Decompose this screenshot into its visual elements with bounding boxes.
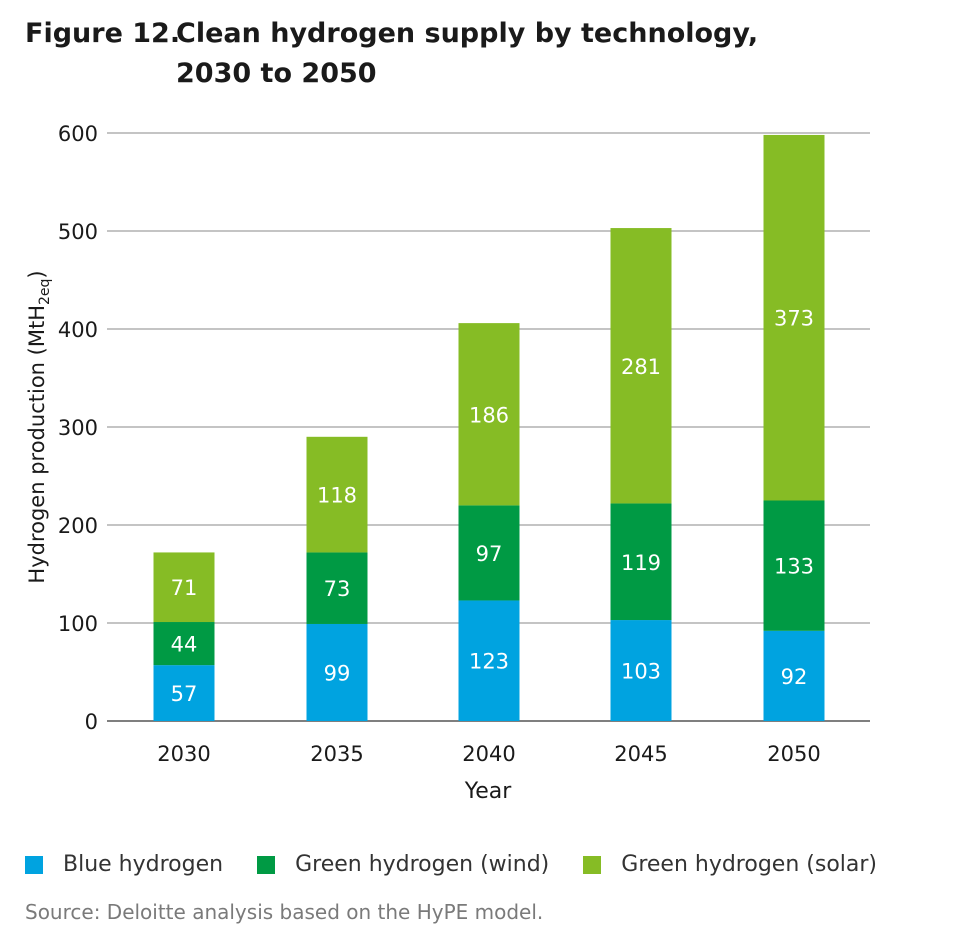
bar-segment <box>610 228 672 504</box>
bar-segment <box>306 623 368 721</box>
bar-segment <box>153 622 215 666</box>
data-label: 186 <box>469 403 509 427</box>
y-tick-label: 0 <box>85 710 98 734</box>
bar-segment <box>153 665 215 721</box>
y-axis-label: Hydrogen production (MtH2eq) <box>25 270 53 583</box>
legend-item-blue: Blue hydrogen <box>25 852 223 877</box>
bar-segment <box>458 505 520 601</box>
legend-swatch-wind <box>257 855 276 874</box>
bar-segment <box>306 552 368 624</box>
figure-title-line-2: 2030 to 2050 <box>176 58 377 89</box>
data-label: 123 <box>469 650 509 674</box>
data-label: 118 <box>317 484 357 508</box>
data-label: 99 <box>324 661 351 685</box>
data-label: 44 <box>171 633 198 657</box>
x-tick-label: 2030 <box>157 742 210 766</box>
data-label: 133 <box>774 555 814 579</box>
x-tick-label: 2040 <box>462 742 515 766</box>
x-tick-label: 2045 <box>614 742 667 766</box>
legend-label-wind: Green hydrogen (wind) <box>295 852 550 877</box>
legend-item-wind: Green hydrogen (wind) <box>257 852 549 877</box>
y-tick-label: 600 <box>58 122 98 146</box>
data-label: 57 <box>171 682 198 706</box>
y-tick-label: 300 <box>58 416 98 440</box>
data-label: 119 <box>621 551 661 575</box>
data-label: 103 <box>621 660 661 684</box>
y-axis-label-subscript: 2eq <box>37 279 53 305</box>
data-label: 71 <box>171 576 198 600</box>
stacked-bar-chart: 0 100 200 300 400 500 600 57 44 71 99 73 118 123 97 18… <box>25 122 870 804</box>
bar-segment <box>306 436 368 553</box>
legend-item-solar: Green hydrogen (solar) <box>583 852 877 877</box>
x-tick-label: 2050 <box>767 742 820 766</box>
bars: 57 44 71 99 73 118 123 97 186 103 119 281 92 133 373 <box>153 134 825 721</box>
data-label: 92 <box>781 665 808 689</box>
legend-label-solar: Green hydrogen (solar) <box>621 852 877 877</box>
data-label: 73 <box>324 577 351 601</box>
y-tick-label: 500 <box>58 220 98 244</box>
bar-segment <box>458 323 520 506</box>
data-label: 97 <box>476 542 503 566</box>
data-label: 281 <box>621 355 661 379</box>
bar-segment <box>153 552 215 623</box>
bar-segment <box>763 134 825 501</box>
figure-number: Figure 12. <box>25 18 181 49</box>
legend-swatch-blue <box>25 855 43 874</box>
y-tick-label: 200 <box>58 514 98 538</box>
bar-segment <box>610 620 672 721</box>
legend-swatch-solar <box>583 855 602 874</box>
legend-label-blue: Blue hydrogen <box>63 852 224 877</box>
y-tick-label: 400 <box>58 318 98 342</box>
x-axis-ticks: 2030 2035 2040 2045 2050 <box>157 742 820 766</box>
legend: Blue hydrogen Green hydrogen (wind) Gree… <box>25 852 911 877</box>
bar-segment <box>610 503 672 621</box>
bar-segment <box>763 500 825 631</box>
bar-segment <box>458 600 520 721</box>
y-tick-label: 100 <box>58 612 98 636</box>
bar-segment <box>763 630 825 721</box>
figure-title-line-1: Clean hydrogen supply by technology, <box>176 18 759 49</box>
x-tick-label: 2035 <box>310 742 363 766</box>
y-axis-ticks: 0 100 200 300 400 500 600 <box>58 122 98 734</box>
source-note: Source: Deloitte analysis based on the H… <box>25 900 544 924</box>
x-axis-label: Year <box>464 779 513 804</box>
data-label: 373 <box>774 307 814 331</box>
y-axis-label-close: ) <box>25 270 49 278</box>
y-axis-label-main: Hydrogen production (MtH <box>25 305 49 584</box>
